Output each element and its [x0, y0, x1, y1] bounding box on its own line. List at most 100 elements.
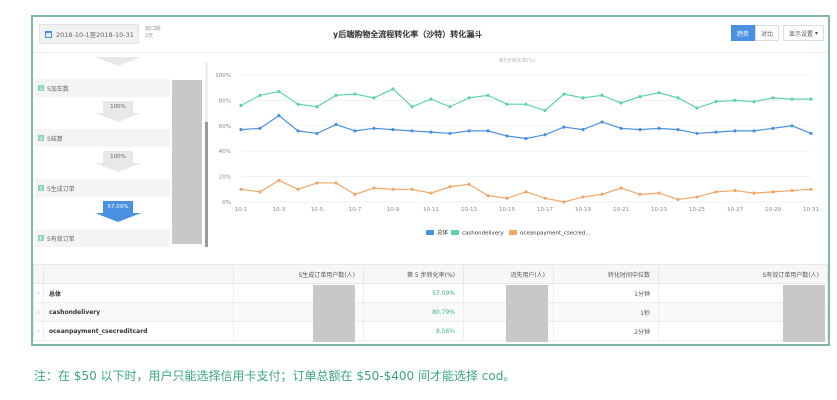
data-point[interactable] [353, 192, 357, 196]
data-point[interactable] [258, 190, 262, 194]
data-point[interactable] [695, 195, 699, 199]
data-point[interactable] [334, 93, 338, 97]
data-point[interactable] [733, 129, 737, 133]
data-point[interactable] [391, 128, 395, 132]
expand-icon[interactable]: › [33, 283, 44, 303]
legend-swatch[interactable] [451, 230, 459, 235]
data-point[interactable] [771, 190, 775, 194]
data-point[interactable] [809, 187, 813, 191]
data-point[interactable] [524, 136, 528, 141]
data-point[interactable] [790, 188, 794, 193]
data-point[interactable] [334, 181, 338, 185]
data-point[interactable] [467, 129, 471, 133]
data-point[interactable] [638, 192, 642, 196]
data-point[interactable] [486, 129, 490, 133]
data-point[interactable] [714, 100, 718, 104]
data-point[interactable] [448, 185, 452, 189]
data-point[interactable] [809, 131, 813, 136]
table-row[interactable]: › oceanpayment_csecreditcard 8.56% 2分钟 [33, 321, 828, 341]
legend-swatch[interactable] [509, 230, 517, 235]
data-point[interactable] [524, 102, 528, 106]
data-point[interactable] [790, 97, 794, 101]
data-point[interactable] [391, 187, 395, 191]
data-point[interactable] [467, 182, 471, 186]
funnel-step[interactable]: 3 S加车数 [35, 79, 170, 97]
data-point[interactable] [714, 130, 718, 134]
data-point[interactable] [600, 120, 604, 124]
data-point[interactable] [372, 96, 376, 100]
data-point[interactable] [315, 131, 319, 136]
data-point[interactable] [391, 87, 395, 91]
data-point[interactable] [277, 89, 281, 94]
data-point[interactable] [752, 100, 756, 104]
data-point[interactable] [258, 126, 262, 130]
data-point[interactable] [296, 102, 300, 106]
legend-label[interactable]: 总体 [437, 229, 449, 237]
data-point[interactable] [448, 105, 452, 109]
data-point[interactable] [619, 126, 623, 130]
data-point[interactable] [581, 128, 585, 132]
data-point[interactable] [239, 128, 243, 132]
compare-button[interactable]: 对比 [755, 25, 780, 41]
funnel-step[interactable]: 6 S有效订单 [35, 229, 170, 247]
data-point[interactable] [657, 91, 661, 95]
data-point[interactable] [239, 187, 243, 191]
data-point[interactable] [277, 114, 281, 118]
data-point[interactable] [486, 93, 490, 97]
scrollbar-thumb[interactable] [205, 122, 208, 247]
data-point[interactable] [771, 126, 775, 130]
data-point[interactable] [733, 98, 737, 102]
data-point[interactable] [448, 131, 452, 136]
date-range-picker[interactable]: 2018-10-1至2018-10-31 [39, 24, 139, 44]
data-point[interactable] [505, 102, 509, 106]
funnel-step[interactable]: 4 S结算 [35, 129, 170, 147]
data-point[interactable] [296, 129, 300, 133]
data-point[interactable] [581, 96, 585, 100]
trend-button[interactable]: 趋势 [731, 25, 756, 41]
data-point[interactable] [372, 186, 376, 190]
data-point[interactable] [695, 106, 699, 110]
data-point[interactable] [505, 196, 509, 200]
data-point[interactable] [638, 94, 642, 99]
data-point[interactable] [258, 93, 262, 97]
data-point[interactable] [543, 108, 547, 113]
table-row[interactable]: › 总体 57.09% 1分钟 [33, 283, 828, 342]
data-point[interactable] [657, 191, 661, 195]
data-point[interactable] [429, 97, 433, 101]
data-point[interactable] [619, 101, 623, 105]
data-point[interactable] [315, 105, 319, 109]
data-point[interactable] [486, 194, 490, 198]
data-point[interactable] [809, 97, 813, 101]
data-point[interactable] [543, 196, 547, 200]
data-point[interactable] [600, 93, 604, 97]
data-point[interactable] [581, 195, 585, 199]
data-point[interactable] [429, 130, 433, 134]
data-point[interactable] [676, 96, 680, 100]
data-point[interactable] [752, 129, 756, 133]
data-point[interactable] [372, 126, 376, 130]
data-point[interactable] [562, 92, 566, 96]
legend-swatch[interactable] [426, 230, 434, 235]
data-point[interactable] [638, 128, 642, 132]
legend-label[interactable]: cashondelivery [462, 231, 504, 237]
legend-label[interactable]: oceanpayment_csecred... [520, 231, 591, 237]
data-point[interactable] [733, 188, 737, 193]
data-point[interactable] [676, 128, 680, 132]
data-point[interactable] [296, 187, 300, 191]
data-point[interactable] [410, 105, 414, 109]
data-point[interactable] [600, 192, 604, 196]
data-point[interactable] [410, 187, 414, 191]
data-point[interactable] [543, 133, 547, 137]
data-point[interactable] [562, 200, 566, 204]
data-point[interactable] [524, 190, 528, 194]
data-point[interactable] [315, 181, 319, 185]
data-point[interactable] [562, 125, 566, 129]
data-point[interactable] [714, 190, 718, 194]
data-point[interactable] [657, 126, 661, 130]
data-point[interactable] [410, 129, 414, 133]
data-point[interactable] [429, 191, 433, 195]
data-point[interactable] [619, 186, 623, 190]
funnel-arrow-active[interactable]: 57.09% [95, 201, 141, 223]
data-point[interactable] [771, 96, 775, 100]
table-row[interactable]: › cashondelivery 80.79% 1秒 [33, 302, 828, 322]
